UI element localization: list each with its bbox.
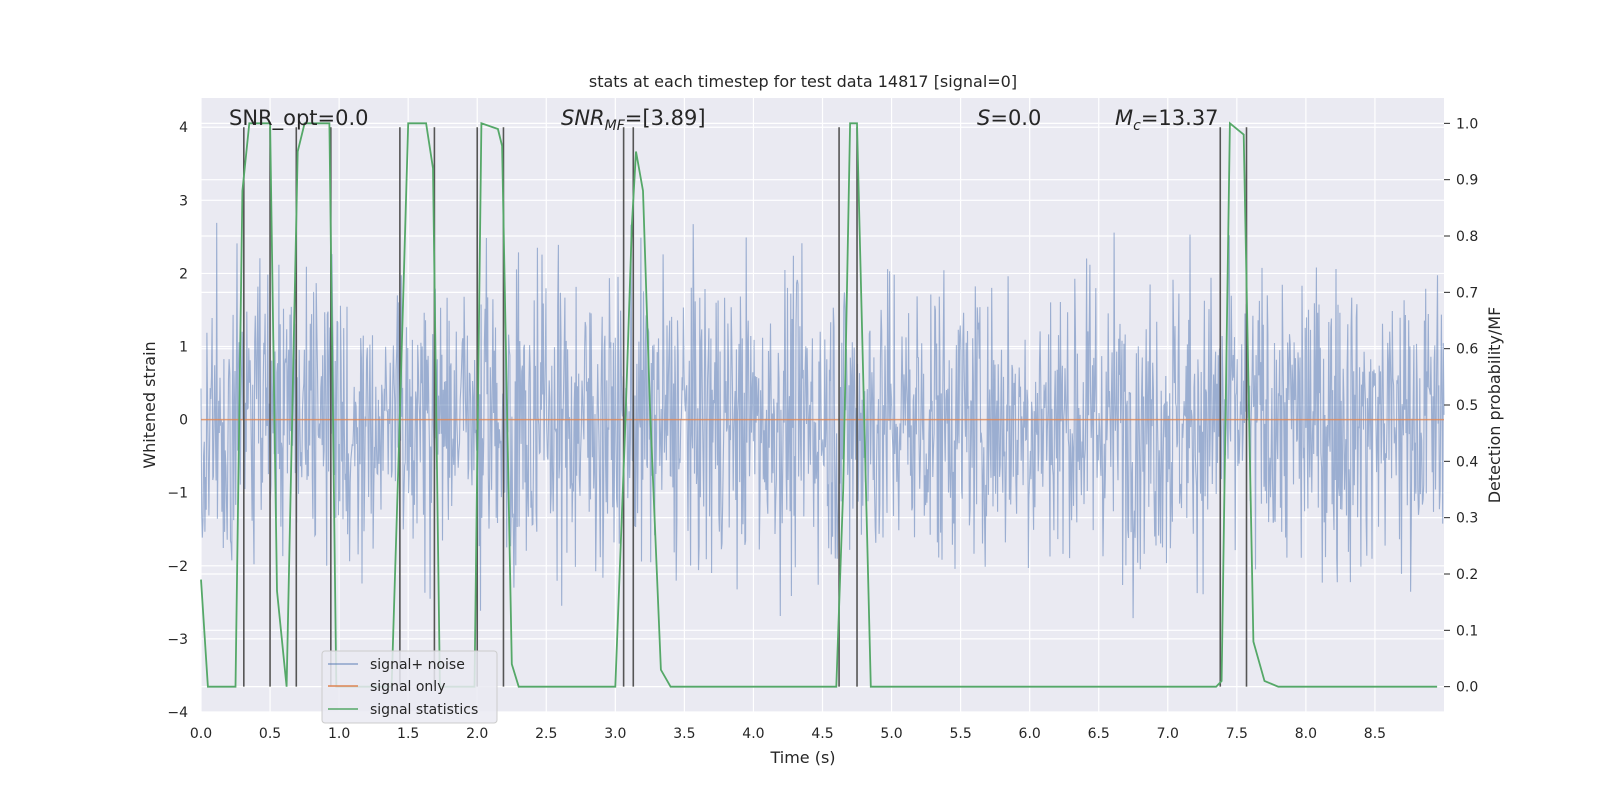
legend-label-signal-noise: signal+ noise — [370, 657, 465, 673]
y2-tick-label: 0.5 — [1456, 398, 1478, 414]
series-signal-statistics — [200, 121, 1438, 688]
axis-ticks: 0.0 0.5 1.0 1.5 2.0 2.5 3.0 3.5 4.0 4.5 5.0 5.5 6.0 6… — [167, 116, 1478, 742]
x-tick-label: 8.5 — [1364, 726, 1386, 742]
x-tick-label: 2.5 — [535, 726, 557, 742]
x-axis-label: Time (s) — [769, 748, 835, 767]
y2-tick-label: 0.4 — [1456, 454, 1478, 470]
annotation-s: S=0.0 — [977, 106, 1041, 130]
y2-axis-label: Detection probability/MF — [1485, 307, 1504, 504]
y2-tick-label: 0.9 — [1456, 173, 1478, 189]
y2-tick-label: 0.7 — [1456, 285, 1478, 301]
y2-tick-label: 0.1 — [1456, 623, 1478, 639]
y2-tick-label: 0.6 — [1456, 342, 1478, 358]
x-tick-label: 7.0 — [1157, 726, 1179, 742]
x-tick-label: 6.0 — [1019, 726, 1041, 742]
x-tick-label: 6.5 — [1088, 726, 1110, 742]
y-tick-label: 3 — [179, 193, 188, 209]
x-tick-label: 8.0 — [1295, 726, 1317, 742]
x-tick-label: 1.0 — [328, 726, 350, 742]
y2-tick-label: 0.0 — [1456, 680, 1478, 696]
legend-label-signal-statistics: signal statistics — [370, 702, 478, 718]
y-tick-label: 2 — [179, 266, 188, 282]
x-tick-label: 7.5 — [1226, 726, 1248, 742]
x-tick-label: 3.5 — [673, 726, 695, 742]
y-tick-label: 1 — [179, 340, 188, 356]
y-tick-label: 0 — [179, 413, 188, 429]
signal-statistics-line — [200, 121, 1438, 688]
annotation-snr-opt: SNR_opt=0.0 — [229, 106, 369, 131]
y2-tick-label: 0.2 — [1456, 567, 1478, 583]
legend: signal+ noise signal only signal statist… — [321, 650, 498, 724]
x-tick-label: 1.5 — [397, 726, 419, 742]
annotation-snr-mf: SNRMF=[3.89] — [561, 106, 706, 134]
signal-noise-line — [200, 222, 1445, 619]
x-tick-label: 0.5 — [259, 726, 281, 742]
x-tick-label: 3.0 — [604, 726, 626, 742]
x-tick-label: 2.0 — [466, 726, 488, 742]
x-tick-label: 5.0 — [880, 726, 902, 742]
chart-title: stats at each timestep for test data 148… — [589, 72, 1017, 91]
y-tick-label: 4 — [179, 120, 188, 136]
y2-tick-label: 0.3 — [1456, 511, 1478, 527]
grid — [200, 98, 1444, 713]
x-tick-label: 4.5 — [811, 726, 833, 742]
y-axis-label: Whitened strain — [140, 341, 159, 468]
y-tick-label: −4 — [167, 705, 188, 721]
annotation-mc: Mc=13.37 — [1115, 106, 1219, 134]
y2-tick-label: 1.0 — [1456, 116, 1478, 132]
y2-tick-label: 0.8 — [1456, 229, 1478, 245]
x-tick-label: 5.5 — [949, 726, 971, 742]
y-tick-label: −1 — [167, 486, 188, 502]
y-tick-label: −3 — [167, 632, 188, 648]
x-tick-label: 4.0 — [742, 726, 764, 742]
series-signal-noise — [200, 222, 1445, 619]
y-tick-label: −2 — [167, 559, 188, 575]
legend-frame — [321, 650, 498, 724]
x-tick-label: 0.0 — [190, 726, 212, 742]
legend-label-signal-only: signal only — [370, 679, 445, 695]
